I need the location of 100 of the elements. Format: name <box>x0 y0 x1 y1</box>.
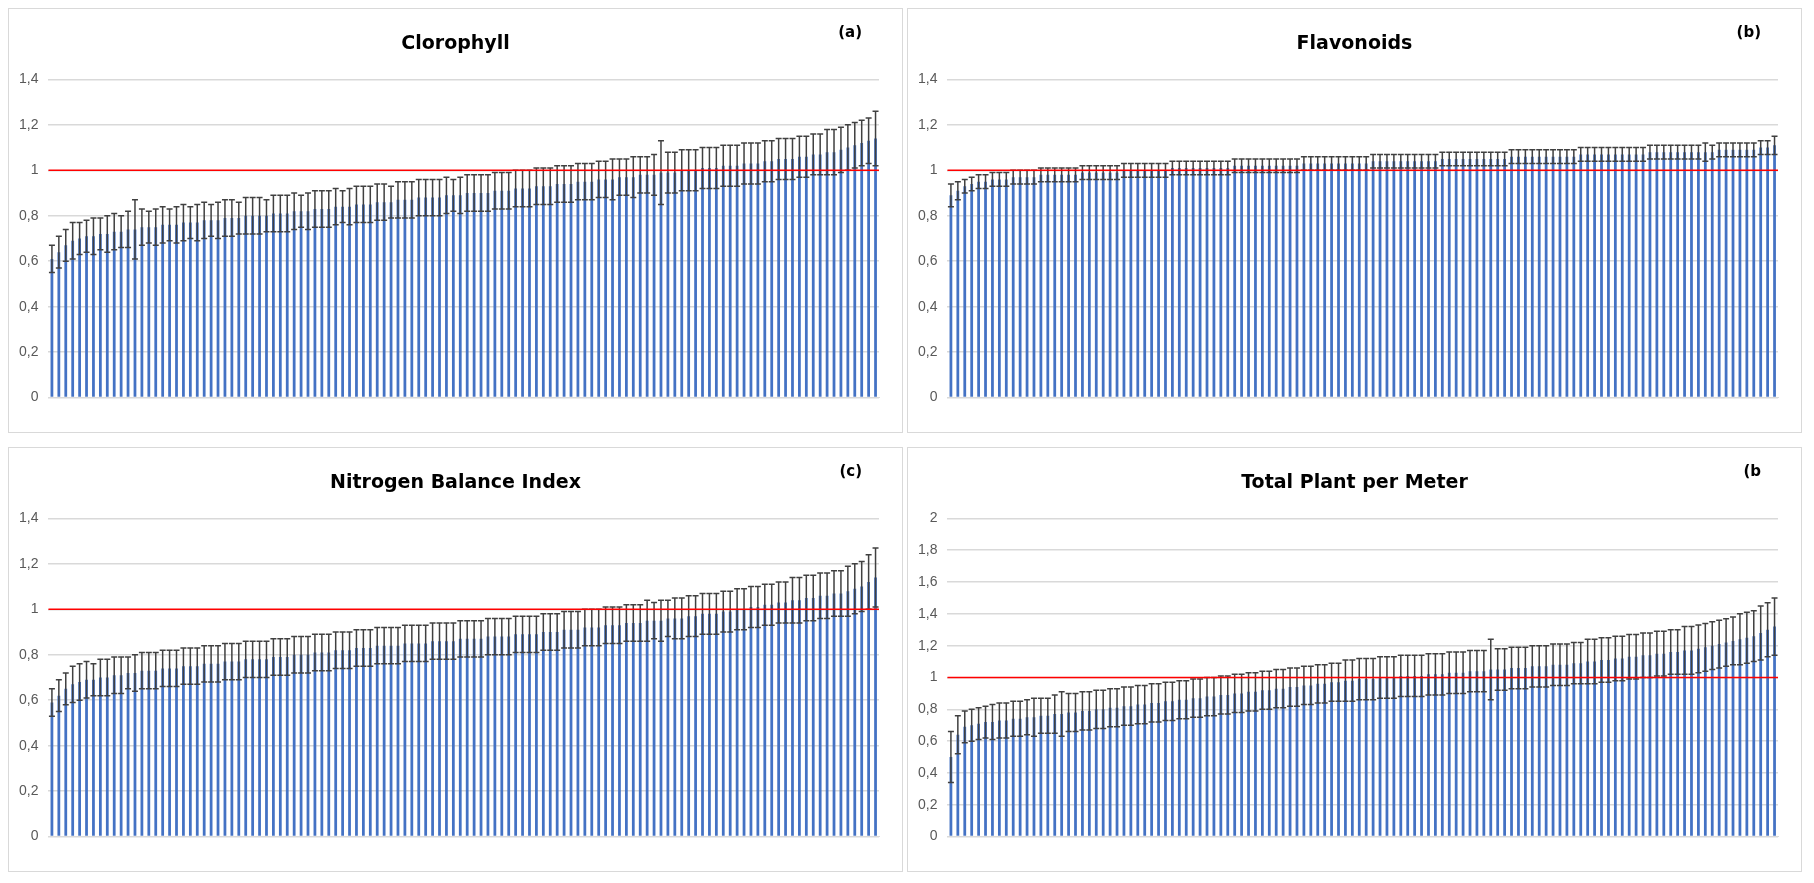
bar <box>1745 149 1749 397</box>
bar <box>417 643 421 836</box>
chart-title: Flavonoids <box>1296 31 1413 53</box>
y-tick-label: 0 <box>929 827 938 844</box>
bar <box>1171 168 1174 397</box>
bar <box>1323 163 1327 397</box>
bar <box>1219 168 1223 397</box>
bar <box>105 233 109 397</box>
bar <box>265 659 268 836</box>
bar <box>285 657 289 836</box>
bar <box>1330 163 1333 397</box>
bar <box>1572 663 1576 836</box>
bar <box>382 202 386 397</box>
y-tick-label: 0,8 <box>917 700 938 717</box>
bar <box>1060 174 1064 397</box>
bar <box>514 188 518 397</box>
bar <box>507 190 511 397</box>
bar <box>1434 674 1437 836</box>
bar <box>694 616 697 836</box>
bar <box>1745 637 1749 836</box>
bar <box>147 227 151 397</box>
bar <box>1101 172 1105 397</box>
bar <box>1074 174 1077 397</box>
bar <box>1600 660 1603 836</box>
bar <box>182 222 185 397</box>
bar <box>687 170 691 397</box>
bar <box>1544 666 1548 836</box>
bar <box>784 602 787 836</box>
bar <box>1143 170 1147 397</box>
bar <box>78 238 81 397</box>
bar <box>1018 177 1022 397</box>
bar <box>334 650 338 836</box>
bar <box>1510 667 1513 836</box>
bar <box>541 186 545 397</box>
bar <box>112 231 116 397</box>
bar <box>1150 170 1154 397</box>
bar <box>1316 163 1320 397</box>
text: (a) <box>838 23 862 41</box>
bar <box>1240 693 1243 836</box>
bar <box>1593 661 1596 836</box>
bar <box>1254 165 1257 397</box>
bar <box>1759 147 1763 397</box>
y-tick-label: 0 <box>30 827 39 844</box>
bar <box>410 199 414 397</box>
bar <box>98 233 102 397</box>
bar <box>1427 674 1430 836</box>
bar <box>963 186 967 397</box>
bar <box>804 156 808 397</box>
y-tick-label: 0,2 <box>917 795 938 812</box>
bar <box>64 688 68 836</box>
bar <box>548 186 552 397</box>
bar <box>1274 688 1278 836</box>
bar <box>1399 675 1403 836</box>
bar <box>1697 152 1700 397</box>
bar <box>1586 661 1590 836</box>
bar <box>507 636 511 836</box>
bar <box>991 722 994 836</box>
bar <box>1510 156 1513 397</box>
bar <box>71 240 75 397</box>
bar <box>638 174 642 397</box>
bar <box>182 666 185 836</box>
bar <box>327 208 331 397</box>
y-tick-label: 1,2 <box>917 115 938 132</box>
bar <box>874 138 877 397</box>
bar <box>977 723 980 836</box>
bar <box>1157 170 1160 397</box>
y-tick-label: 0,2 <box>18 343 39 359</box>
bar <box>1177 168 1181 397</box>
bar <box>1323 683 1327 836</box>
bar <box>168 224 171 397</box>
bar <box>445 641 448 836</box>
bar <box>714 613 718 836</box>
bar <box>98 677 102 836</box>
bar <box>1766 147 1769 397</box>
bar <box>202 663 206 836</box>
bar <box>154 670 158 836</box>
y-tick-label: 0 <box>929 388 938 405</box>
bar <box>631 622 635 836</box>
bar <box>341 650 344 836</box>
bar <box>445 195 448 397</box>
bar <box>673 172 677 397</box>
bar <box>528 634 531 836</box>
bar <box>1350 163 1354 397</box>
bar <box>195 666 199 836</box>
bar <box>708 613 711 836</box>
bar <box>853 588 857 836</box>
bar <box>1482 158 1486 397</box>
bar <box>1233 165 1237 397</box>
bar <box>1081 710 1084 836</box>
bar <box>175 668 178 836</box>
bar <box>1482 671 1486 836</box>
bar <box>161 224 165 397</box>
bar <box>977 181 980 397</box>
bar <box>375 202 379 397</box>
bar <box>1503 669 1506 836</box>
bar <box>756 163 760 397</box>
bar <box>272 657 275 836</box>
y-tick-label: 1 <box>929 161 938 178</box>
bar <box>818 154 822 397</box>
bar <box>1053 174 1057 397</box>
